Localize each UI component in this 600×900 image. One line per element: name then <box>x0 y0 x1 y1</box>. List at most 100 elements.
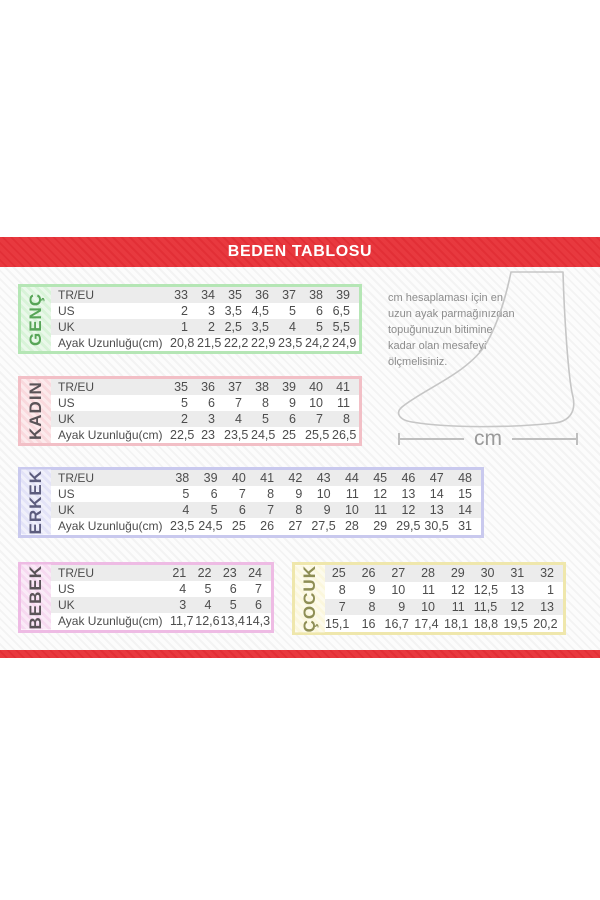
size-value-cell: 10 <box>414 598 444 616</box>
size-value-cell: 38 <box>251 379 278 395</box>
size-value-cell: 31 <box>503 565 534 582</box>
size-value-cell: 20,2 <box>533 615 563 633</box>
size-value-cell: 28 <box>414 565 444 582</box>
size-row: UK 2 3 4 5 6 7 8 <box>51 411 359 427</box>
size-value-cell: 21 <box>170 565 196 582</box>
size-value-cell: 4 <box>278 319 305 335</box>
instruction-line: cm hesaplaması için en <box>388 292 503 304</box>
size-value-cell: 15 <box>452 486 481 503</box>
size-table-cocuk: ÇOCUK 25 26 27 28 29 30 31 32 8 9 10 11 12 12,5 13 1 7 8 9… <box>292 562 566 636</box>
size-value-cell: 8 <box>283 502 312 519</box>
size-value-cell: 13 <box>424 502 453 519</box>
size-value-cell: 17,4 <box>414 615 444 633</box>
row-label: TR/EU <box>51 379 170 395</box>
size-value-cell: 40 <box>226 470 255 487</box>
measure-tick-right <box>576 433 578 445</box>
size-value-cell: 6,5 <box>332 303 359 319</box>
size-row: US 5 6 7 8 9 10 11 12 13 14 15 <box>51 486 481 503</box>
table-group-label-cocuk: ÇOCUK <box>295 565 325 633</box>
size-value-cell: 1 <box>170 319 197 335</box>
size-row: US 5 6 7 8 9 10 11 <box>51 395 359 411</box>
size-value-cell: 24 <box>245 565 271 582</box>
size-value-cell: 38 <box>305 287 332 303</box>
size-value-cell: 12,5 <box>473 581 504 599</box>
size-value-cell: 32 <box>533 565 563 582</box>
size-value-cell: 6 <box>245 597 271 614</box>
size-value-cell: 39 <box>198 470 227 487</box>
size-value-cell: 2 <box>170 411 197 427</box>
size-value-cell: 20,8 <box>170 335 197 351</box>
size-value-cell: 24,5 <box>251 427 278 443</box>
size-table-kadin: KADIN TR/EU 35 36 37 38 39 40 41 US 5 6 7 8 9 10 11 UK 2 3… <box>18 376 362 446</box>
size-row: UK 1 2 2,5 3,5 4 5 5,5 <box>51 319 359 335</box>
size-value-cell: 25 <box>226 518 255 535</box>
size-value-cell: 6 <box>198 486 227 503</box>
size-value-cell: 7 <box>305 411 332 427</box>
size-value-cell: 9 <box>384 598 415 616</box>
size-value-cell: 23,5 <box>224 427 251 443</box>
cm-measure-line: cm <box>398 428 578 449</box>
size-grid-erkek: TR/EU 38 39 40 41 42 43 44 45 46 47 48 US 5 6 7 8 9 10 11 12… <box>51 470 481 535</box>
size-value-cell: 25,5 <box>305 427 332 443</box>
size-value-cell: 30,5 <box>424 518 453 535</box>
size-row: TR/EU 33 34 35 36 37 38 39 <box>51 287 359 303</box>
size-value-cell: 16,7 <box>384 615 415 633</box>
size-table-genc: GENÇ TR/EU 33 34 35 36 37 38 39 US 2 3 3,5 4,5 5 6 6,5 U… <box>18 284 362 354</box>
size-value-cell: 40 <box>305 379 332 395</box>
size-value-cell: 7 <box>254 502 284 519</box>
size-value-cell: 34 <box>197 287 224 303</box>
size-value-cell: 14,3 <box>245 613 271 630</box>
instruction-line: uzun ayak parmağınızdan <box>388 308 515 320</box>
size-value-cell: 16 <box>354 615 385 633</box>
size-value-cell: 4 <box>170 502 199 519</box>
size-value-cell: 6 <box>305 303 332 319</box>
size-value-cell: 11 <box>339 486 368 503</box>
size-value-cell: 18,1 <box>444 615 474 633</box>
size-row: 7 8 9 10 11 11,5 12 13 <box>325 598 563 616</box>
row-label: US <box>51 581 170 598</box>
size-value-cell: 3 <box>170 597 196 614</box>
size-value-cell: 4 <box>170 581 196 598</box>
size-value-cell: 37 <box>278 287 305 303</box>
size-value-cell: 12 <box>396 502 425 519</box>
row-label: UK <box>51 597 170 614</box>
size-value-cell: 29,5 <box>396 518 425 535</box>
size-row: Ayak Uzunluğu(cm) 20,8 21,5 22,2 22,9 23,5 24,… <box>51 335 359 351</box>
size-value-cell: 8 <box>251 395 278 411</box>
size-value-cell: 26,5 <box>332 427 359 443</box>
size-value-cell: 2 <box>197 319 224 335</box>
row-label: Ayak Uzunluğu(cm) <box>51 613 170 630</box>
size-value-cell: 31 <box>452 518 481 535</box>
size-value-cell: 9 <box>311 502 340 519</box>
size-value-cell: 3 <box>197 303 224 319</box>
row-label: US <box>51 486 170 503</box>
size-value-cell: 9 <box>278 395 305 411</box>
size-value-cell: 24,2 <box>305 335 332 351</box>
size-value-cell: 5 <box>170 395 197 411</box>
size-value-cell: 3,5 <box>251 319 278 335</box>
size-value-cell: 13 <box>503 581 534 599</box>
size-value-cell: 48 <box>452 470 481 487</box>
size-table-bebek: BEBEK TR/EU 21 22 23 24 US 4 5 6 7 UK 3 4 5 6 Ayak Uzun… <box>18 562 274 633</box>
size-value-cell: 9 <box>283 486 312 503</box>
size-value-cell: 35 <box>170 379 197 395</box>
size-value-cell: 38 <box>170 470 199 487</box>
size-value-cell: 4,5 <box>251 303 278 319</box>
size-value-cell: 37 <box>224 379 251 395</box>
size-value-cell: 4 <box>195 597 221 614</box>
size-row: UK 4 5 6 7 8 9 10 11 12 13 14 <box>51 502 481 519</box>
size-value-cell: 33 <box>170 287 197 303</box>
size-value-cell: 8 <box>354 598 385 616</box>
size-value-cell: 5 <box>195 581 221 598</box>
row-label: TR/EU <box>51 287 170 303</box>
size-value-cell: 5,5 <box>332 319 359 335</box>
size-value-cell: 46 <box>396 470 425 487</box>
size-value-cell: 15,1 <box>325 615 355 633</box>
size-value-cell: 22,2 <box>224 335 251 351</box>
table-group-label-genc: GENÇ <box>21 287 51 351</box>
size-value-cell: 13 <box>396 486 425 503</box>
size-grid-bebek: TR/EU 21 22 23 24 US 4 5 6 7 UK 3 4 5 6 Ayak Uzunluğu(c… <box>51 565 271 630</box>
page-title: BEDEN TABLOSU <box>0 237 600 267</box>
size-value-cell: 11 <box>367 502 397 519</box>
